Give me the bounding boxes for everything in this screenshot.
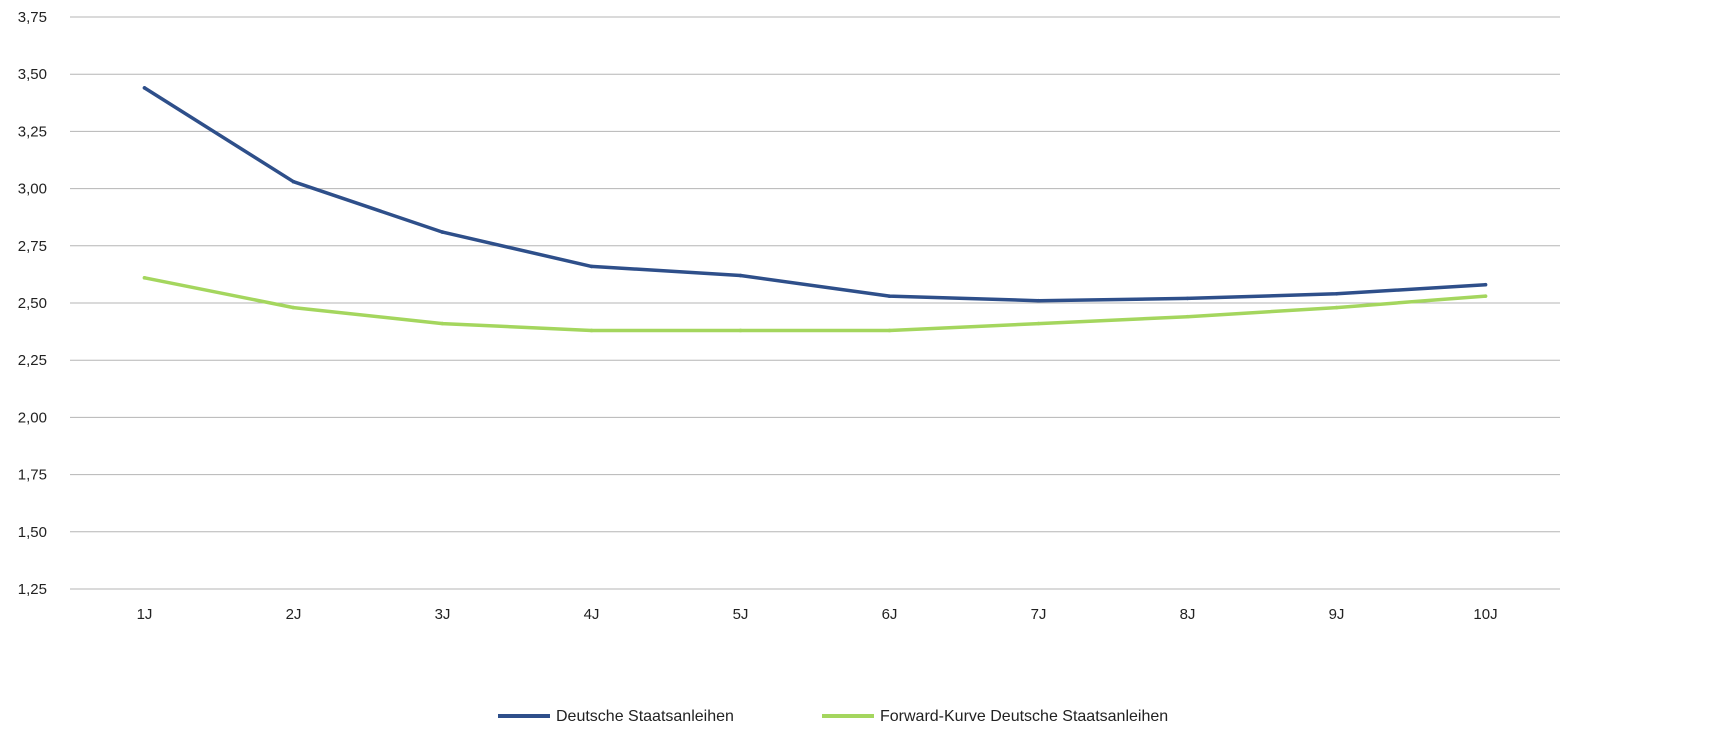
data-point [1036,321,1041,326]
data-point [1334,305,1339,310]
data-point [738,328,743,333]
y-tick-label: 1,75 [18,467,47,484]
x-tick-label: 5J [733,606,749,623]
data-point [142,276,147,280]
data-point [291,305,296,310]
data-point [291,179,296,184]
y-tick-label: 2,75 [18,238,47,255]
series-line-1 [142,86,1488,303]
y-tick-label: 2,50 [18,295,47,312]
y-tick-label: 1,50 [18,524,47,541]
y-tick-label: 2,00 [18,409,47,426]
y-tick-label: 1,25 [18,581,47,598]
y-tick-label: 3,75 [18,9,47,26]
data-point [1334,292,1339,296]
x-tick-label: 8J [1180,606,1196,623]
y-tick-label: 3,00 [18,181,47,198]
legend: Deutsche Staatsanleihen Forward-Kurve Deu… [498,708,1168,725]
data-point [1036,298,1041,303]
x-tick-label: 3J [435,606,451,623]
x-tick-label: 10J [1473,606,1497,623]
data-point [1185,314,1190,319]
x-axis-tick-labels: 1J 2J 3J 4J 5J 6J 7J 8J 9J 10J [137,606,1498,623]
y-axis-tick-labels: 1,25 1,50 1,75 2,00 2,25 2,50 2,75 3,00 3,25 3,50… [18,9,47,598]
legend-label-2: Forward-Kurve Deutsche Staatsanleihen [880,708,1168,725]
legend-label-1: Deutsche Staatsanleihen [556,708,734,725]
data-point [1185,296,1190,301]
y-tick-label: 3,50 [18,66,47,83]
data-point [440,321,445,326]
y-tick-label: 3,25 [18,123,47,140]
data-point [1483,294,1488,298]
data-point [440,230,445,234]
x-tick-label: 2J [286,606,302,623]
data-point [142,86,147,90]
data-point [1483,282,1488,287]
x-tick-label: 1J [137,606,153,623]
data-point [887,328,892,333]
data-point [589,328,594,333]
x-tick-label: 9J [1329,606,1345,623]
x-tick-label: 6J [882,606,898,623]
series-lines [142,86,1488,333]
x-tick-label: 4J [584,606,600,623]
x-tick-label: 7J [1031,606,1047,623]
series-line-2 [142,276,1488,333]
data-point [738,273,743,278]
data-point [887,294,892,298]
y-tick-label: 2,25 [18,352,47,369]
data-point [589,264,594,269]
gridlines [70,16,1560,590]
